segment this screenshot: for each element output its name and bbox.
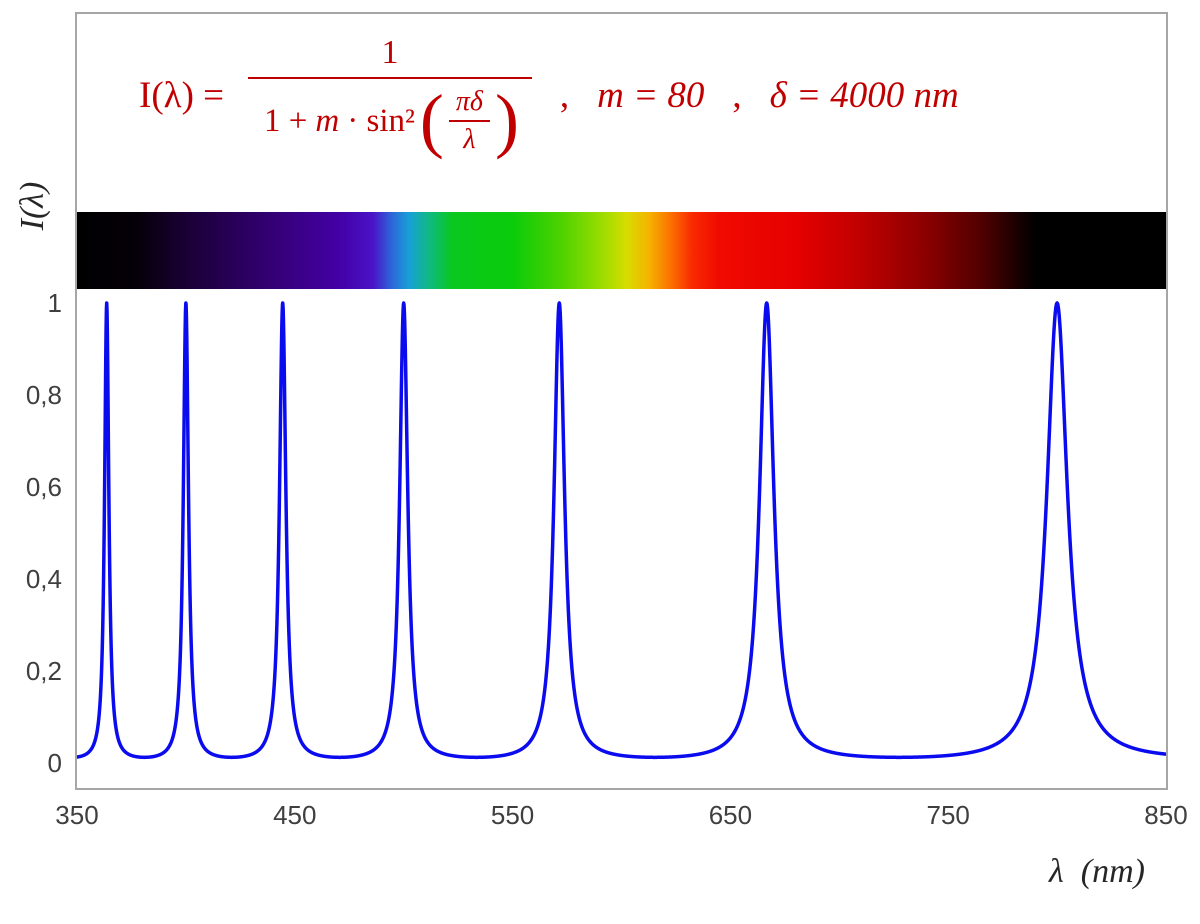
y-tick-label: 0,4 (25, 564, 62, 594)
den-term-m: m (315, 102, 340, 139)
formula-comma-1: , (559, 74, 570, 116)
formula-lhs: I(λ) = (139, 74, 225, 116)
x-tick-label: 750 (926, 800, 970, 830)
fraction-denominator: 1 + m · sin² ( πδ λ ) (248, 77, 532, 161)
y-tick-label: 0,8 (25, 380, 62, 410)
param-m: m = 80 (597, 74, 705, 116)
den-term-1: 1 + (264, 102, 308, 139)
spectrum-bar (77, 212, 1166, 289)
formula: I(λ) = 1 1 + m · sin² ( πδ λ ) , m = 80 … (139, 34, 959, 161)
main-fraction: 1 1 + m · sin² ( πδ λ ) (248, 34, 532, 161)
intensity-curve (77, 301, 1166, 760)
y-tick-label: 1 (47, 288, 62, 318)
y-tick-labels: 1 0,8 0,6 0,4 0,2 0 (0, 0, 62, 924)
x-tick-label: 550 (490, 800, 535, 830)
plot-area: I(λ) = 1 1 + m · sin² ( πδ λ ) , m = 80 … (75, 12, 1168, 790)
y-tick-label: 0,6 (25, 472, 62, 502)
inner-fraction: πδ λ (448, 86, 490, 156)
inner-denominator: λ (463, 124, 476, 155)
y-tick-label: 0 (47, 748, 62, 778)
param-delta: δ = 4000 nm (769, 74, 959, 116)
x-tick-label: 850 (1144, 800, 1188, 830)
den-term-sin: · sin² (347, 102, 415, 139)
close-paren: ) (494, 80, 519, 161)
x-axis-label: λ (nm) (1049, 853, 1145, 890)
y-tick-label: 0,2 (25, 656, 62, 686)
inner-numerator: πδ (448, 86, 490, 122)
x-tick-label: 650 (708, 800, 753, 830)
open-paren: ( (419, 80, 444, 161)
fraction-numerator: 1 (381, 34, 399, 71)
curve-svg (77, 301, 1166, 760)
x-tick-label: 450 (273, 800, 317, 830)
formula-comma-2: , (732, 74, 742, 116)
